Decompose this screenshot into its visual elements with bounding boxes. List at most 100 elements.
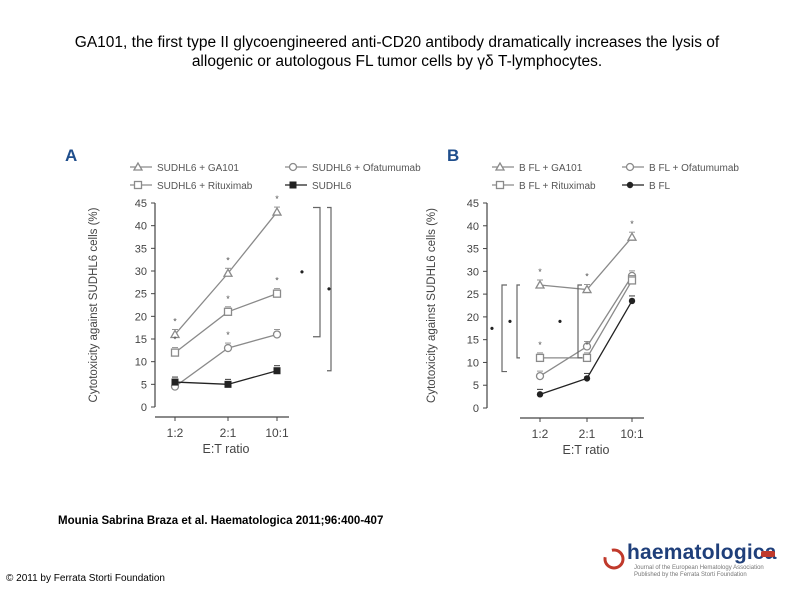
panel-b-legend-marker xyxy=(494,161,506,171)
panel-a-significance-star: * xyxy=(226,330,230,340)
figure: A SUDHL6 + GA101 SUDHL6 + Ofatumumab SUDHL6… xyxy=(55,140,755,460)
panel-b-x-tick-label: 1:2 xyxy=(532,427,549,441)
panel-a-y-tick-label: 10 xyxy=(135,357,147,369)
panel-a-y-tick-label: 35 xyxy=(135,243,147,255)
panel-a-bracket xyxy=(313,206,321,338)
panel-a-data-point xyxy=(224,380,232,388)
panel-b-label: B xyxy=(447,146,459,165)
panel-a-legend-marker xyxy=(289,181,297,189)
panel-a-data-point xyxy=(171,378,179,386)
panel-b-data-point xyxy=(536,391,544,398)
panel-a-x-tick-label: 10:1 xyxy=(265,426,289,440)
panel-a-y-tick-label: 5 xyxy=(141,379,147,391)
panel-a-legend-label: SUDHL6 + Rituximab xyxy=(157,181,253,192)
panel-a-y-tick-label: 15 xyxy=(135,334,147,346)
panel-a-significance-star: * xyxy=(275,194,279,204)
panel-a-y-tick-label: 45 xyxy=(135,198,147,210)
panel-a-y-tick-label: 25 xyxy=(135,289,147,301)
slide-title: GA101, the first type II glycoengineered… xyxy=(20,33,774,71)
panel-b-significance-star: * xyxy=(630,219,634,229)
panel-b-significance-star: * xyxy=(538,267,542,277)
panel-a-x-label: E:T ratio xyxy=(202,442,249,456)
panel-b-legend-marker xyxy=(495,180,505,190)
panel-b-bracket xyxy=(577,284,582,359)
panel-a-data-point xyxy=(272,330,282,339)
panel-b-data-point xyxy=(535,371,545,381)
panel-a-data-point xyxy=(223,343,233,353)
logo-subtitle: Journal of the European Hematology Assoc… xyxy=(634,565,764,578)
journal-logo: haematologica Journal of the European He… xyxy=(600,541,785,579)
panel-a-legend-label: SUDHL6 xyxy=(312,181,352,192)
panel-a-significance-star: * xyxy=(173,335,177,345)
panel-b-y-tick-label: 25 xyxy=(467,289,479,301)
panel-b-data-point xyxy=(534,279,546,289)
panel-a-y-label: Cytotoxicity against SUDHL6 cells (%) xyxy=(88,207,100,402)
panel-a-y-tick-label: 0 xyxy=(141,402,147,414)
panel-b-x-label: E:T ratio xyxy=(562,443,609,457)
panel-a-bracket-mark: • xyxy=(327,282,331,296)
panel-b-series-line xyxy=(539,236,633,291)
panel-a-data-point xyxy=(222,267,234,277)
panel-b-y-tick-label: 5 xyxy=(473,380,479,392)
panel-b-x-tick-label: 2:1 xyxy=(579,427,596,441)
panel-b-y-tick-label: 40 xyxy=(467,221,479,233)
panel-b-significance-star: * xyxy=(538,340,542,350)
panel-b-legend-label: B FL + GA101 xyxy=(519,163,583,174)
panel-b-bracket-mark: • xyxy=(558,314,562,328)
panel-a-y-tick-label: 20 xyxy=(135,311,147,323)
panel-b-significance-star: * xyxy=(585,340,589,350)
panel-a-significance-star: * xyxy=(226,294,230,304)
panel-b-data-point xyxy=(628,297,636,305)
panel-b-data-point xyxy=(581,284,593,294)
panel-b-bracket-mark: • xyxy=(490,321,494,335)
panel-b-data-point xyxy=(535,353,545,363)
panel-a-y-tick-label: 40 xyxy=(135,221,147,233)
panel-a-bracket xyxy=(327,206,332,372)
panel-b-data-point xyxy=(626,231,638,241)
panel-b-data-point xyxy=(583,375,591,382)
panel-a-series-line xyxy=(174,333,278,388)
panel-a-data-point xyxy=(223,307,233,316)
panel-a-data-point xyxy=(271,206,283,216)
panel-b-y-tick-label: 35 xyxy=(467,244,479,256)
citation: Mounia Sabrina Braza et al. Haematologic… xyxy=(58,515,384,527)
panel-b-data-point xyxy=(627,276,637,285)
title-line-2: allogenic or autologous FL tumor cells b… xyxy=(191,53,603,70)
logo-badge-icon xyxy=(761,551,775,557)
panel-b-legend-marker xyxy=(625,162,635,172)
title-line-1: GA101, the first type II glycoengineered… xyxy=(74,34,720,51)
panel-a-data-point xyxy=(272,289,282,298)
panel-b-x-tick-label: 10:1 xyxy=(620,427,644,441)
panel-a-bracket-mark: • xyxy=(300,265,304,279)
panel-a-legend-label: SUDHL6 + GA101 xyxy=(157,163,239,174)
panel-b-significance-star: * xyxy=(585,272,589,282)
panel-b-y-tick-label: 30 xyxy=(467,266,479,278)
logo-swirl-icon xyxy=(603,548,625,570)
panel-b-legend-label: B FL + Rituximab xyxy=(519,181,596,192)
panel-b-y-tick-label: 15 xyxy=(467,335,479,347)
panel-a-significance-star: * xyxy=(226,255,230,265)
panel-b-data-point xyxy=(582,353,592,363)
panel-b-y-label: Cytotoxicity against SUDHL6 cells (%) xyxy=(426,208,438,403)
panel-a-legend-marker xyxy=(132,161,144,171)
panel-b-legend-marker xyxy=(626,181,634,189)
panel-b-bracket xyxy=(516,284,520,359)
panel-b-legend-label: B FL + Ofatumumab xyxy=(649,163,739,174)
figure-svg: A SUDHL6 + GA101 SUDHL6 + Ofatumumab SUDHL6… xyxy=(65,146,739,457)
copyright: © 2011 by Ferrata Storti Foundation xyxy=(6,573,165,584)
panel-b-y-tick-label: 45 xyxy=(467,198,479,210)
logo-name: haematologica xyxy=(627,541,777,564)
panel-a-y-tick-label: 30 xyxy=(135,266,147,278)
panel-b-data-point xyxy=(582,342,592,351)
panel-a-data-point xyxy=(273,367,281,375)
panel-b-legend-label: B FL xyxy=(649,181,671,192)
panel-a-x-tick-label: 1:2 xyxy=(167,426,184,440)
panel-a-legend-marker xyxy=(288,162,298,172)
panel-a-legend-marker xyxy=(133,180,143,190)
panel-b-y-tick-label: 10 xyxy=(467,357,479,369)
panel-a-significance-star: * xyxy=(275,276,279,286)
panel-a-data-point xyxy=(169,329,181,339)
panel-b-y-tick-label: 0 xyxy=(473,403,479,415)
panel-a-data-point xyxy=(170,348,180,357)
panel-a-x-tick-label: 2:1 xyxy=(220,426,237,440)
